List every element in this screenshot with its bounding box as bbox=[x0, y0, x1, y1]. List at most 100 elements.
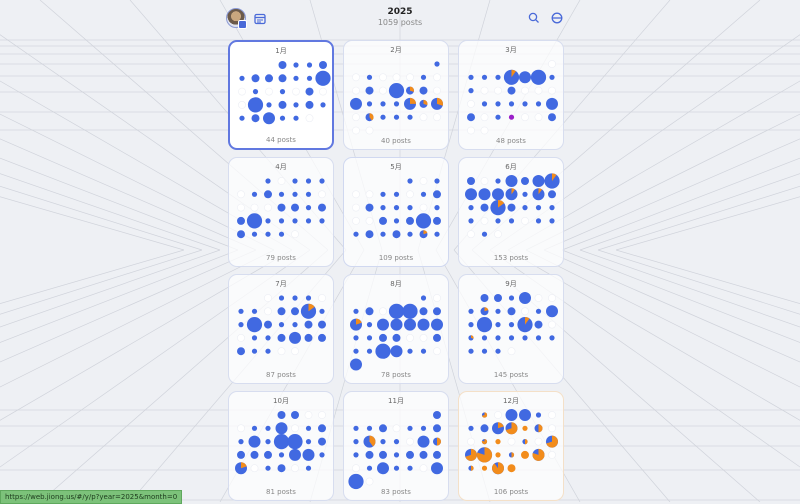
day-dot[interactable] bbox=[480, 424, 489, 433]
day-dot[interactable] bbox=[278, 100, 287, 109]
day-dot[interactable] bbox=[549, 205, 555, 211]
day-dot[interactable] bbox=[508, 295, 515, 301]
day-dot[interactable] bbox=[407, 231, 413, 237]
day-dot[interactable] bbox=[467, 177, 475, 185]
day-dot[interactable] bbox=[480, 294, 489, 302]
day-dot[interactable] bbox=[393, 452, 400, 458]
day-dot[interactable] bbox=[481, 74, 488, 80]
day-dot[interactable] bbox=[495, 218, 501, 224]
day-dot[interactable] bbox=[264, 320, 272, 329]
day-dot[interactable] bbox=[278, 322, 285, 328]
day-dot[interactable] bbox=[407, 425, 413, 431]
day-dot[interactable] bbox=[535, 101, 542, 107]
day-dot[interactable] bbox=[365, 113, 374, 122]
day-dot[interactable] bbox=[393, 439, 400, 445]
day-dot[interactable] bbox=[237, 347, 245, 356]
day-dot[interactable] bbox=[406, 450, 414, 459]
day-dot[interactable] bbox=[264, 307, 272, 316]
day-dot[interactable] bbox=[291, 464, 299, 473]
day-dot[interactable] bbox=[348, 473, 364, 490]
day-dot[interactable] bbox=[320, 102, 326, 108]
day-dot[interactable] bbox=[406, 216, 414, 225]
day-dot[interactable] bbox=[277, 347, 286, 356]
month-card[interactable]: 4月 79 posts bbox=[228, 157, 334, 267]
month-card[interactable]: 11月 83 posts bbox=[343, 391, 449, 501]
day-dot[interactable] bbox=[393, 191, 400, 197]
day-dot[interactable] bbox=[390, 318, 403, 331]
day-dot[interactable] bbox=[393, 101, 400, 107]
day-dot[interactable] bbox=[379, 73, 387, 82]
day-dot[interactable] bbox=[237, 190, 245, 199]
day-dot[interactable] bbox=[507, 437, 516, 446]
day-dot[interactable] bbox=[548, 411, 556, 419]
day-dot[interactable] bbox=[407, 348, 413, 354]
day-dot[interactable] bbox=[434, 61, 440, 67]
day-dot[interactable] bbox=[293, 75, 299, 81]
day-dot[interactable] bbox=[507, 86, 516, 95]
day-dot[interactable] bbox=[365, 86, 374, 95]
day-dot[interactable] bbox=[417, 435, 430, 448]
day-dot[interactable] bbox=[406, 86, 414, 95]
day-dot[interactable] bbox=[318, 203, 326, 212]
day-dot[interactable] bbox=[534, 320, 543, 329]
day-dot[interactable] bbox=[420, 191, 427, 197]
day-dot[interactable] bbox=[353, 348, 359, 354]
day-dot[interactable] bbox=[319, 87, 327, 96]
day-dot[interactable] bbox=[264, 450, 272, 459]
day-dot[interactable] bbox=[318, 333, 326, 342]
day-dot[interactable] bbox=[534, 86, 543, 95]
day-dot[interactable] bbox=[480, 86, 489, 95]
day-dot[interactable] bbox=[388, 303, 405, 319]
day-dot[interactable] bbox=[305, 218, 312, 224]
day-dot[interactable] bbox=[481, 412, 488, 418]
day-dot[interactable] bbox=[546, 97, 558, 110]
day-dot[interactable] bbox=[534, 424, 543, 433]
day-dot[interactable] bbox=[287, 434, 303, 450]
day-dot[interactable] bbox=[494, 294, 502, 302]
day-dot[interactable] bbox=[433, 73, 441, 82]
day-dot[interactable] bbox=[507, 464, 516, 473]
day-dot[interactable] bbox=[465, 188, 477, 201]
day-dot[interactable] bbox=[419, 86, 428, 95]
day-dot[interactable] bbox=[431, 318, 443, 331]
day-dot[interactable] bbox=[406, 437, 414, 446]
day-dot[interactable] bbox=[278, 74, 287, 83]
month-card[interactable]: 7月 87 posts bbox=[228, 274, 334, 384]
day-dot[interactable] bbox=[238, 439, 244, 445]
day-dot[interactable] bbox=[495, 114, 501, 120]
day-dot[interactable] bbox=[377, 462, 389, 475]
day-dot[interactable] bbox=[365, 217, 374, 225]
day-dot[interactable] bbox=[292, 322, 298, 328]
day-dot[interactable] bbox=[319, 308, 325, 314]
day-dot[interactable] bbox=[388, 83, 405, 99]
day-dot[interactable] bbox=[495, 335, 501, 341]
day-dot[interactable] bbox=[406, 73, 414, 82]
day-dot[interactable] bbox=[278, 218, 285, 224]
day-dot[interactable] bbox=[508, 114, 515, 120]
day-dot[interactable] bbox=[468, 218, 474, 224]
day-dot[interactable] bbox=[251, 308, 258, 314]
day-dot[interactable] bbox=[494, 230, 502, 239]
day-dot[interactable] bbox=[548, 294, 556, 302]
day-dot[interactable] bbox=[535, 412, 542, 418]
day-dot[interactable] bbox=[419, 450, 428, 459]
day-dot[interactable] bbox=[379, 450, 387, 459]
day-dot[interactable] bbox=[366, 465, 373, 471]
day-dot[interactable] bbox=[363, 435, 376, 448]
day-dot[interactable] bbox=[468, 205, 474, 211]
day-dot[interactable] bbox=[392, 73, 401, 82]
day-dot[interactable] bbox=[521, 86, 529, 95]
day-dot[interactable] bbox=[468, 425, 474, 431]
day-dot[interactable] bbox=[291, 307, 299, 316]
day-dot[interactable] bbox=[434, 205, 440, 211]
day-dot[interactable] bbox=[237, 203, 245, 212]
day-dot[interactable] bbox=[522, 101, 528, 107]
day-dot[interactable] bbox=[319, 61, 327, 69]
day-dot[interactable] bbox=[353, 335, 359, 341]
day-dot[interactable] bbox=[265, 348, 271, 354]
month-card[interactable]: 10月 81 posts bbox=[228, 391, 334, 501]
day-dot[interactable] bbox=[365, 203, 374, 212]
day-dot[interactable] bbox=[265, 425, 271, 431]
day-dot[interactable] bbox=[480, 113, 489, 122]
day-dot[interactable] bbox=[507, 347, 516, 356]
